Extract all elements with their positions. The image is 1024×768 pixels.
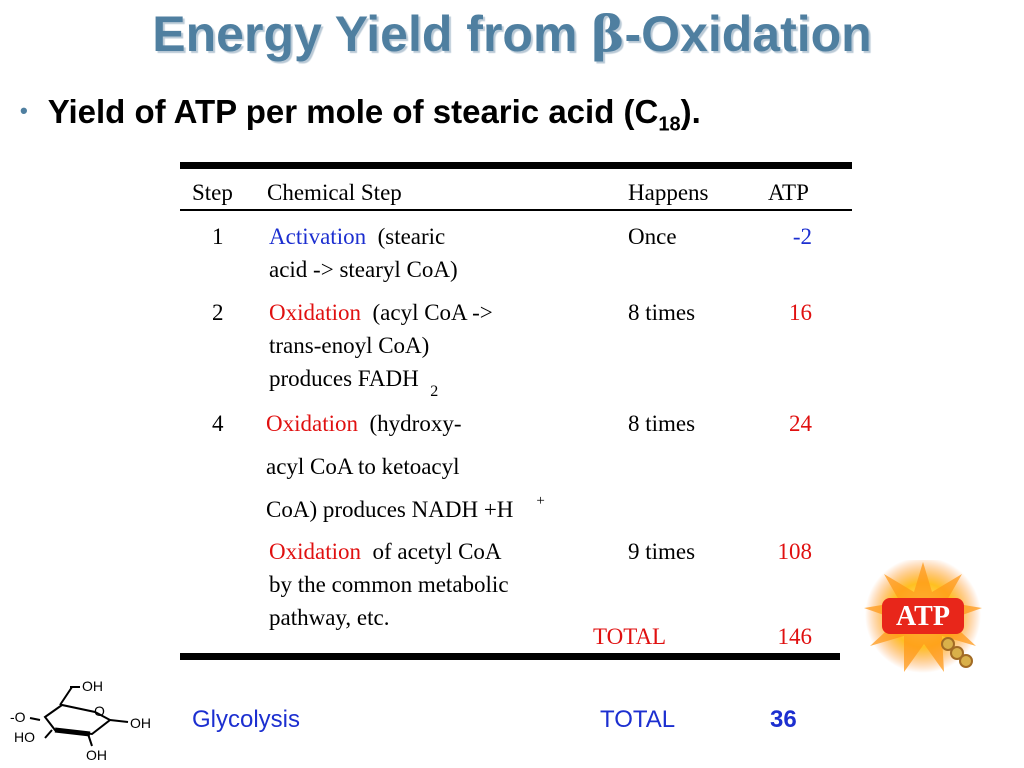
glucose-ho: HO <box>14 729 35 745</box>
title-text-2: -Oxidation <box>624 6 872 62</box>
row3-desc2: acyl CoA to ketoacyl <box>266 454 460 479</box>
row3-chemical: Oxidation (hydroxy- <box>266 407 461 440</box>
header-chemical-step: Chemical Step <box>267 180 402 205</box>
row2-atp: 16 <box>789 300 812 325</box>
glucose-oh-top: OH <box>82 678 103 694</box>
row2-keyword: Oxidation <box>269 300 361 325</box>
row3-step: 4 <box>212 411 224 436</box>
bullet-subscript: 18 <box>658 113 681 136</box>
row1-atp: -2 <box>792 224 812 249</box>
glucose-ring-o: O <box>94 703 105 719</box>
row3-keyword: Oxidation <box>266 411 358 436</box>
row1-chemical: Activation (stearic <box>269 220 445 253</box>
footer-total-label: TOTAL <box>600 706 676 733</box>
footer-glycolysis: Glycolysis <box>192 706 301 733</box>
row4-desc1: of acetyl CoA <box>372 539 502 564</box>
glucose-o-left: -O <box>10 709 26 725</box>
row3-happens: 8 times <box>628 411 696 436</box>
atp-logo-text: ATP <box>896 601 950 632</box>
row2-step: 2 <box>212 300 224 325</box>
header-happens: Happens <box>628 180 709 205</box>
glucose-structure-icon: OH O OH -O HO OH <box>10 678 151 763</box>
row2-desc3-text: produces FADH <box>269 366 419 391</box>
row3-desc3-text: CoA) produces NADH +H <box>266 497 514 522</box>
row2-happens: 8 times <box>628 300 696 325</box>
row4-desc3: pathway, etc. <box>269 605 390 630</box>
row2-chemical: Oxidation (acyl CoA -> <box>269 296 493 329</box>
table-total-value: 146 <box>777 624 813 649</box>
footer-total-value: 36 <box>770 706 797 733</box>
header-atp: ATP <box>768 180 809 205</box>
row4-desc2: by the common metabolic <box>269 572 509 597</box>
row2-desc1: (acyl CoA -> <box>372 300 493 325</box>
table-total-label: TOTAL <box>593 624 667 649</box>
table-bottom-rule <box>180 653 840 660</box>
row1-desc1: (stearic <box>377 224 446 249</box>
title-beta: β <box>591 4 625 63</box>
row2-desc3: produces FADH 2 <box>269 362 439 400</box>
atp-burst-icon: ATP <box>864 560 982 673</box>
bullet-dot-icon: • <box>20 98 28 123</box>
glucose-oh-bottom: OH <box>86 747 107 763</box>
row4-keyword: Oxidation <box>269 539 361 564</box>
row2-desc2: trans-enoyl CoA) <box>269 333 430 358</box>
row1-happens: Once <box>628 224 677 249</box>
row1-step: 1 <box>212 224 224 249</box>
row1-desc2: acid -> stearyl CoA) <box>269 257 458 282</box>
row4-atp: 108 <box>777 539 813 564</box>
glucose-oh-right: OH <box>130 715 151 731</box>
header-step: Step <box>192 180 233 205</box>
row1-keyword: Activation <box>269 224 367 249</box>
bullet-end: ). <box>680 93 701 130</box>
row3-atp: 24 <box>789 411 812 436</box>
title-text-1: Energy Yield from <box>152 6 592 62</box>
row2-subscript: 2 <box>430 383 439 400</box>
bullet-text: Yield of ATP per mole of stearic acid (C <box>47 93 659 130</box>
bullet-line: • Yield of ATP per mole of stearic acid (… <box>20 93 701 137</box>
row3-desc3: CoA) produces NADH +H + <box>266 493 545 530</box>
row4-happens: 9 times <box>628 539 696 564</box>
row3-desc1: (hydroxy- <box>369 411 462 436</box>
table-header-rule <box>180 209 852 211</box>
table-top-rule <box>180 162 852 169</box>
row4-chemical: Oxidation of acetyl CoA <box>269 535 502 568</box>
row3-superscript: + <box>536 493 545 509</box>
slide-title: Energy Yield from β-Oxidation <box>0 4 1024 63</box>
